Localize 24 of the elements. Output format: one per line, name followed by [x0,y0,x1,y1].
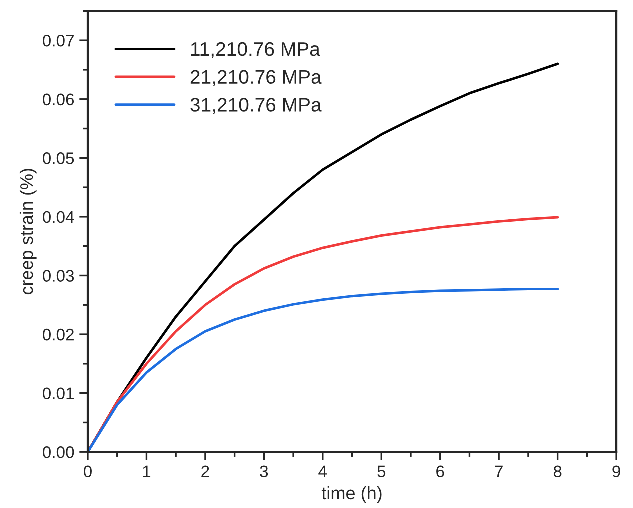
x-tick-label: 8 [554,466,562,478]
y-tick-label: 0.03 [43,270,74,282]
x-tick-label: 5 [378,466,386,478]
y-tick-label: 0.06 [43,94,74,106]
x-tick-label: 6 [436,466,444,478]
legend-label: 11,210.76 MPa [191,42,320,58]
x-tick-label: 1 [143,466,151,478]
y-axis-title: creep strain (%) [20,169,37,295]
x-tick-label: 3 [260,466,268,478]
x-tick-label: 0 [84,466,92,478]
x-tick-label: 2 [202,466,210,478]
legend-label: 21,210.76 MPa [190,70,322,86]
x-axis-title: time (h) [322,486,382,504]
y-tick-label: 0.01 [43,388,74,400]
x-tick-label: 7 [495,466,503,478]
y-tick-label: 0.04 [43,211,74,224]
x-tick-label: 9 [612,466,620,478]
y-tick-label: 0.00 [43,446,74,458]
y-tick-label: 0.05 [43,152,74,164]
line-series [88,288,560,452]
y-tick-label: 0.07 [43,34,74,47]
legend-label: 31,210.76 MPa [190,98,322,114]
x-tick-label: 4 [318,466,328,478]
y-tick-label: 0.02 [43,328,74,341]
